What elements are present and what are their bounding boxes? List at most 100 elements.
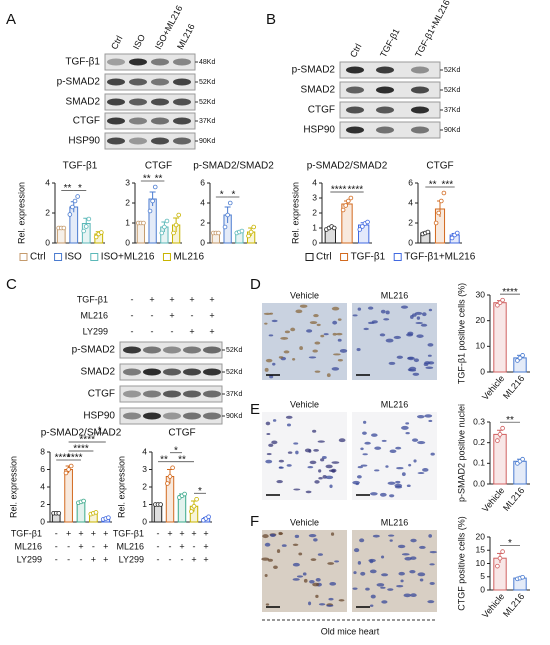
significance-label: **** <box>331 185 347 196</box>
nucleus <box>295 450 299 455</box>
chart-title: CTGF <box>145 161 172 172</box>
nucleus <box>380 309 386 314</box>
significance-label: ** <box>178 454 186 465</box>
nucleus <box>414 311 423 315</box>
nucleus <box>405 422 410 425</box>
significance-label: *** <box>441 180 453 191</box>
chart-title: p-SMAD2/SMAD2 <box>41 428 122 439</box>
nucleus <box>335 332 343 336</box>
blot-band <box>173 137 191 145</box>
condition-sign: + <box>203 541 208 551</box>
nucleus <box>263 312 272 315</box>
nucleus <box>379 333 386 337</box>
y-tick-label: 0.2 <box>473 437 485 447</box>
image-label: Vehicle <box>290 290 319 300</box>
y-tick-label: 15 <box>476 545 486 555</box>
blot-band <box>376 106 394 114</box>
y-tick-label: 2 <box>125 197 130 207</box>
blot-band <box>346 126 364 134</box>
data-point <box>225 212 230 218</box>
blot-band <box>376 66 394 74</box>
nucleus <box>424 414 433 418</box>
data-point <box>239 228 245 234</box>
bar <box>493 557 507 591</box>
data-point <box>165 481 170 486</box>
data-point <box>106 515 111 520</box>
blot-band <box>411 106 429 114</box>
data-point <box>83 224 89 229</box>
data-point <box>194 496 199 502</box>
nucleus <box>310 558 317 562</box>
nucleus <box>328 597 334 601</box>
nucleus <box>359 538 365 543</box>
nucleus <box>331 306 340 311</box>
blot-band <box>411 126 429 134</box>
y-tick-label: 6 <box>408 177 413 187</box>
nucleus <box>408 369 417 372</box>
nucleus <box>415 321 423 325</box>
nucleus <box>339 348 348 353</box>
condition-sign: - <box>193 541 196 551</box>
nucleus <box>408 463 412 467</box>
micrograph <box>352 412 437 500</box>
blot-row-label: SMAD2 <box>301 85 336 96</box>
y-tick-label: 4 <box>40 481 45 491</box>
legend-swatch <box>90 253 99 261</box>
nucleus <box>325 464 333 469</box>
condition-sign: - <box>131 310 134 320</box>
data-point <box>173 222 179 228</box>
nucleus <box>401 425 409 430</box>
nucleus <box>292 578 300 581</box>
significance-label: ** <box>429 180 437 191</box>
nucleus <box>410 538 417 543</box>
significance-label: * <box>220 190 224 201</box>
blot-row-label: p-SMAD2 <box>72 345 116 356</box>
panel-letter: D <box>250 276 261 293</box>
data-point <box>176 212 182 218</box>
condition-sign: + <box>103 541 108 551</box>
condition-sign: + <box>91 528 96 538</box>
bar <box>136 222 146 244</box>
blot-band <box>411 86 429 94</box>
data-point <box>93 234 99 240</box>
nucleus <box>271 440 278 445</box>
blot-band <box>173 78 191 86</box>
y-tick-label: 0.0 <box>473 478 485 488</box>
nucleus <box>308 356 317 359</box>
condition-label: TGF-β1 <box>77 294 108 304</box>
legend-swatch <box>19 253 28 261</box>
nucleus <box>292 562 300 567</box>
image-label: ML216 <box>381 517 409 527</box>
nucleus <box>356 347 361 352</box>
nucleus <box>423 362 429 367</box>
data-point <box>520 353 525 358</box>
nucleus <box>265 459 273 464</box>
nucleus <box>278 466 284 469</box>
blot-band <box>129 58 147 66</box>
nucleus <box>325 475 334 480</box>
nucleus <box>321 455 327 459</box>
data-point <box>497 555 503 561</box>
blot-band <box>107 58 125 66</box>
nucleus <box>283 350 290 354</box>
nucleus <box>380 555 385 559</box>
nucleus <box>326 604 334 607</box>
nucleus <box>313 448 319 452</box>
nucleus <box>337 318 342 321</box>
data-point <box>497 432 503 437</box>
kd-label: 90Kd <box>444 127 460 134</box>
nucleus <box>267 558 273 562</box>
nucleus <box>323 333 329 336</box>
nucleus <box>262 534 269 539</box>
nucleus <box>320 458 325 462</box>
nucleus <box>309 580 315 584</box>
kd-label: 52Kd <box>444 87 460 94</box>
nucleus <box>398 571 405 576</box>
nucleus <box>360 464 368 467</box>
data-point <box>99 230 104 235</box>
blot-band <box>151 78 169 86</box>
nucleus <box>284 330 290 334</box>
nucleus <box>317 553 323 556</box>
y-tick-label: 4 <box>200 197 205 207</box>
